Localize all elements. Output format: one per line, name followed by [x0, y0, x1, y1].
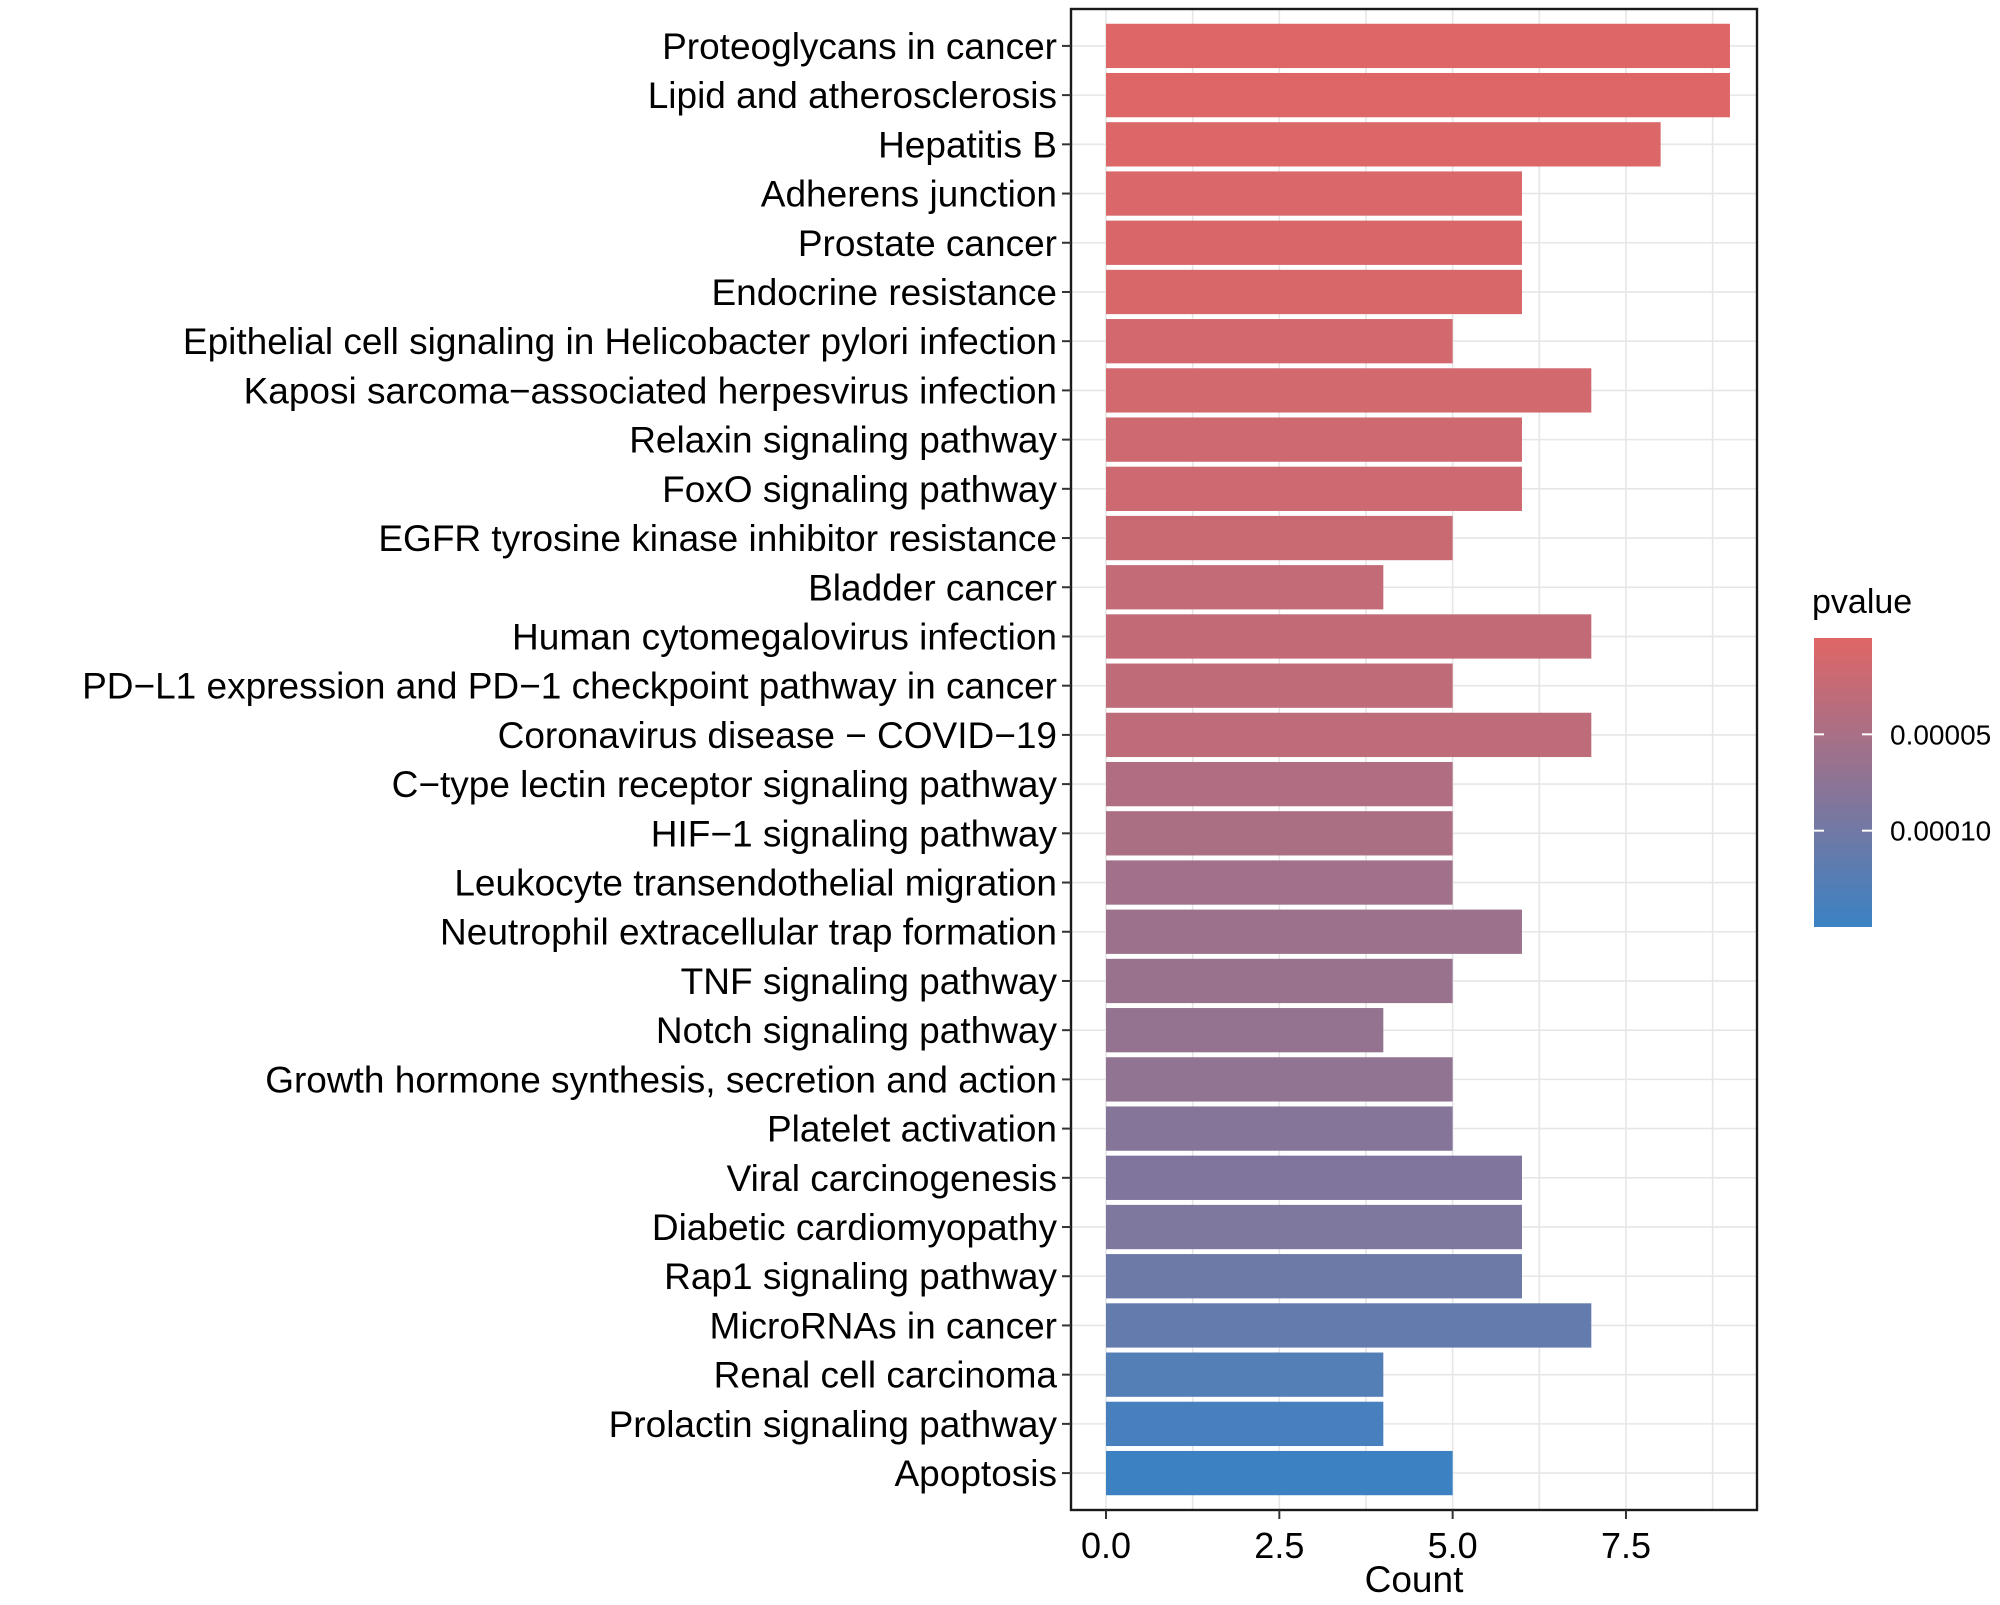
bar	[1106, 614, 1592, 659]
bar	[1106, 860, 1453, 905]
category-label: TNF signaling pathway	[681, 961, 1058, 1002]
category-label: Endocrine resistance	[711, 272, 1057, 313]
category-label: PD−L1 expression and PD−1 checkpoint pat…	[82, 666, 1057, 707]
category-label: FoxO signaling pathway	[662, 469, 1057, 510]
bar	[1106, 171, 1522, 216]
plot-panel-border	[1069, 7, 1759, 1512]
category-label: Hepatitis B	[878, 124, 1057, 165]
bar	[1106, 909, 1522, 954]
legend-colorbar	[1814, 638, 1872, 927]
category-label: Adherens junction	[761, 174, 1057, 215]
category-label: Neutrophil extracellular trap formation	[440, 912, 1057, 953]
legend-tick-label: 0.00005	[1890, 719, 1991, 750]
legend-ticks: 0.00005 0.00010	[1814, 719, 1991, 847]
category-label: Proteoglycans in cancer	[662, 26, 1057, 67]
bar	[1106, 220, 1522, 265]
category-label: Kaposi sarcoma−associated herpesvirus in…	[244, 370, 1057, 411]
category-label: Diabetic cardiomyopathy	[652, 1207, 1058, 1248]
bar	[1106, 663, 1453, 708]
bar	[1106, 1303, 1592, 1348]
bar	[1106, 122, 1661, 167]
category-label: Prostate cancer	[798, 223, 1057, 264]
category-label: Viral carcinogenesis	[727, 1158, 1057, 1199]
category-label: Relaxin signaling pathway	[629, 420, 1057, 461]
bar	[1106, 72, 1730, 118]
bar	[1106, 1450, 1453, 1496]
bar	[1106, 1155, 1522, 1200]
category-label: Apoptosis	[895, 1453, 1058, 1494]
bar	[1106, 565, 1384, 610]
category-label: Epithelial cell signaling in Helicobacte…	[183, 321, 1057, 362]
bar	[1106, 515, 1453, 561]
category-label: HIF−1 signaling pathway	[651, 813, 1058, 854]
category-labels: Proteoglycans in cancer Lipid and atheros…	[82, 26, 1071, 1494]
bar	[1106, 712, 1592, 758]
bar	[1106, 1106, 1453, 1151]
bar	[1106, 1008, 1384, 1053]
bar	[1106, 1057, 1453, 1102]
bar	[1106, 1204, 1522, 1250]
category-label: Lipid and atherosclerosis	[648, 75, 1057, 116]
bar	[1106, 1352, 1384, 1397]
legend-title: pvalue	[1812, 583, 1912, 621]
bar	[1106, 1254, 1522, 1299]
x-tick-label: 5.0	[1428, 1525, 1478, 1566]
category-label: Prolactin signaling pathway	[609, 1404, 1058, 1445]
bar	[1106, 811, 1453, 856]
bar	[1106, 466, 1522, 511]
x-axis-ticks: 0.0 2.5 5.0 7.5	[1081, 1510, 1651, 1566]
x-tick-label: 0.0	[1081, 1525, 1131, 1566]
bar	[1106, 1401, 1384, 1447]
bar	[1106, 269, 1522, 315]
bar	[1106, 23, 1730, 69]
category-label: Platelet activation	[767, 1109, 1057, 1150]
legend-tick-label: 0.00010	[1890, 816, 1991, 847]
x-axis-title: Count	[1365, 1559, 1464, 1600]
bar	[1106, 958, 1453, 1004]
category-label: Leukocyte transendothelial migration	[454, 863, 1057, 904]
category-label: Growth hormone synthesis, secretion and …	[265, 1059, 1057, 1100]
category-label: Rap1 signaling pathway	[664, 1256, 1057, 1297]
x-tick-label: 7.5	[1601, 1525, 1651, 1566]
category-label: Notch signaling pathway	[656, 1010, 1058, 1051]
color-legend: pvalue 0.00005 0.00010	[1812, 583, 1991, 927]
category-label: C−type lectin receptor signaling pathway	[392, 764, 1058, 805]
bars-layer	[1106, 23, 1730, 1496]
category-label: EGFR tyrosine kinase inhibitor resistanc…	[378, 518, 1057, 559]
bar	[1106, 368, 1592, 413]
category-label: Human cytomegalovirus infection	[512, 616, 1057, 657]
category-label: MicroRNAs in cancer	[710, 1305, 1057, 1346]
category-label: Renal cell carcinoma	[714, 1355, 1058, 1396]
category-label: Coronavirus disease − COVID−19	[498, 715, 1057, 756]
category-label: Bladder cancer	[808, 567, 1057, 608]
bar	[1106, 417, 1522, 462]
bar	[1106, 319, 1453, 364]
x-tick-label: 2.5	[1254, 1525, 1304, 1566]
bar	[1106, 761, 1453, 807]
